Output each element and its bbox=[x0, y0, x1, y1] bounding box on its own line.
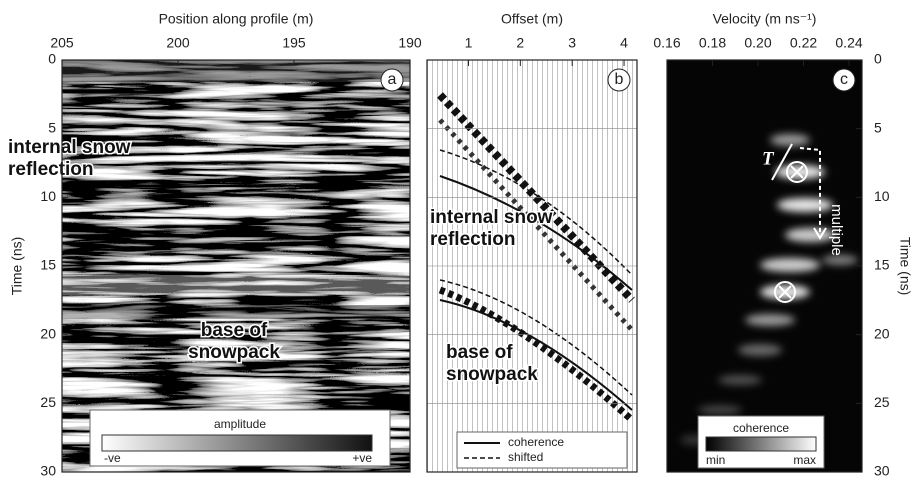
annotation: snowpack bbox=[446, 364, 538, 385]
y-tick-label: 20 bbox=[40, 325, 56, 341]
x-tick-label: 0.16 bbox=[653, 35, 680, 51]
x-axis-title: Position along profile (m) bbox=[159, 11, 314, 27]
y-tick-label: 5 bbox=[874, 119, 882, 135]
x-tick-label: 205 bbox=[50, 35, 74, 51]
colorbar-min: -ve bbox=[104, 451, 121, 465]
x-tick-label: 2 bbox=[516, 35, 524, 51]
legend-label: coherence bbox=[508, 435, 564, 449]
panel-frame bbox=[426, 59, 638, 473]
y-tick-label: 5 bbox=[48, 119, 56, 135]
y-tick-label: 25 bbox=[874, 394, 890, 410]
colorbar-title: coherence bbox=[733, 421, 789, 435]
annotation: snowpack bbox=[188, 342, 280, 363]
legend: coherence shifted bbox=[456, 431, 628, 469]
x-tick-label: 195 bbox=[282, 35, 306, 51]
panel-frame bbox=[666, 59, 863, 473]
colorbar-max: +ve bbox=[352, 451, 372, 465]
y-axis-title: Time (ns) bbox=[9, 237, 25, 296]
y-tick-label: 30 bbox=[874, 463, 890, 479]
x-tick-label: 4 bbox=[620, 35, 628, 51]
panel-letter: c bbox=[840, 71, 848, 88]
annotation: base of bbox=[201, 320, 268, 341]
annotation: reflection bbox=[430, 229, 516, 250]
x-tick-label: 0.18 bbox=[699, 35, 726, 51]
colorbar: amplitude -ve +ve bbox=[89, 409, 391, 467]
y-tick-label: 10 bbox=[874, 188, 890, 204]
y-tick-label: 25 bbox=[40, 394, 56, 410]
annotation: multiple bbox=[828, 204, 845, 256]
y-tick-label: 30 bbox=[40, 463, 56, 479]
panel-frame bbox=[61, 59, 411, 473]
colorbar: coherence min max bbox=[697, 415, 825, 469]
x-tick-label: 3 bbox=[568, 35, 576, 51]
y-tick-label: 10 bbox=[40, 188, 56, 204]
x-tick-label: 0.22 bbox=[790, 35, 817, 51]
panel-letter: b bbox=[615, 71, 624, 88]
annotation: T bbox=[762, 148, 775, 169]
x-tick-label: 1 bbox=[465, 35, 473, 51]
panel-badge bbox=[380, 68, 404, 92]
annotation: base of bbox=[446, 342, 513, 363]
x-tick-label: 0.20 bbox=[744, 35, 771, 51]
colorbar-title: amplitude bbox=[214, 417, 266, 431]
y-tick-label: 20 bbox=[874, 325, 890, 341]
panel-badge bbox=[832, 68, 856, 92]
annotation: reflection bbox=[8, 159, 94, 180]
x-axis-title: Velocity (m ns⁻¹) bbox=[713, 11, 817, 27]
y-tick-label: 15 bbox=[874, 257, 890, 273]
y-axis-title: Time (ns) bbox=[897, 237, 913, 296]
annotation: internal snow bbox=[430, 207, 553, 228]
y-tick-label: 15 bbox=[40, 257, 56, 273]
x-axis-title: Offset (m) bbox=[501, 11, 563, 27]
radargram bbox=[62, 60, 410, 472]
legend-label: shifted bbox=[508, 450, 543, 464]
x-tick-label: 0.24 bbox=[835, 35, 862, 51]
colorbar-min: min bbox=[706, 453, 725, 467]
semblance bbox=[667, 60, 862, 472]
annotation: internal snow bbox=[8, 137, 131, 158]
x-tick-label: 200 bbox=[166, 35, 190, 51]
panel-letter: a bbox=[388, 71, 397, 88]
panel-badge bbox=[607, 68, 631, 92]
x-tick-label: 190 bbox=[398, 35, 422, 51]
colorbar-max: max bbox=[793, 453, 816, 467]
y-tick-label: 0 bbox=[874, 51, 882, 67]
y-tick-label: 0 bbox=[48, 51, 56, 67]
